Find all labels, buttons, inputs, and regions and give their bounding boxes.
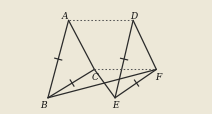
Text: F: F [156,72,162,81]
Text: D: D [130,12,137,21]
Text: A: A [62,12,69,21]
Text: E: E [112,101,118,109]
Text: B: B [40,101,47,109]
Text: C: C [92,72,99,81]
